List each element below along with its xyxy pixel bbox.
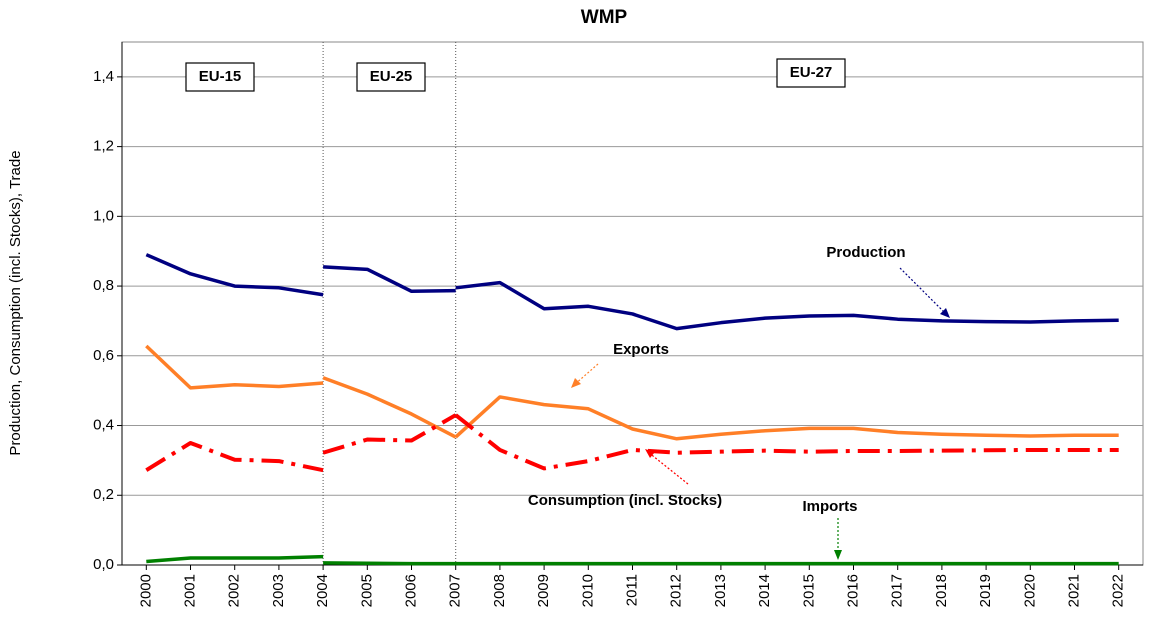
- y-tick-label: 0,0: [93, 556, 114, 573]
- x-tick-label: 2002: [226, 574, 243, 607]
- x-tick-label: 2019: [977, 574, 994, 607]
- y-axis-label: Production, Consumption (incl. Stocks), …: [7, 150, 24, 455]
- x-tick-label: 2007: [447, 574, 464, 607]
- arrow-head: [940, 308, 950, 318]
- x-tick-label: 2021: [1065, 574, 1082, 607]
- region-box: [356, 62, 426, 92]
- arrow-head: [834, 550, 842, 560]
- x-tick-label: 2017: [889, 574, 906, 607]
- region-box: [776, 58, 846, 88]
- x-tick-label: 2000: [137, 574, 154, 607]
- annotation-arrows: [571, 267, 950, 560]
- x-tick-label: 2001: [181, 574, 198, 607]
- arrow: [647, 451, 689, 485]
- x-tick-label: 2010: [579, 574, 596, 607]
- x-tick-label: 2016: [844, 574, 861, 607]
- x-tick-label: 2018: [933, 574, 950, 607]
- x-tick-label: 2014: [756, 574, 773, 607]
- arrow-head: [645, 449, 655, 458]
- series-label: Exports: [613, 341, 669, 358]
- x-tick-label: 2006: [402, 574, 419, 607]
- plot-area: 0,0 0,2 0,4 0,6 0,8 1,0 1,2 1,4 2000 2001 2002 2003…: [93, 41, 1144, 607]
- arrow: [899, 267, 949, 317]
- region-box: [185, 62, 255, 92]
- y-tick-label: 0,6: [93, 347, 114, 364]
- series-label: Imports: [802, 498, 857, 515]
- chart-title: WMP: [581, 7, 628, 28]
- plot-frame: [121, 41, 1144, 566]
- region-label: EU-25: [370, 68, 413, 85]
- arrow: [573, 363, 599, 386]
- x-tick-label: 2004: [314, 574, 331, 607]
- y-tick-label: 0,4: [93, 417, 114, 434]
- y-tick-label: 0,8: [93, 277, 114, 294]
- x-tick-label: 2015: [800, 574, 817, 607]
- x-tick-label: 2008: [491, 574, 508, 607]
- x-tick-label: 2005: [358, 574, 375, 607]
- x-tick-label: 2012: [668, 574, 685, 607]
- region-label: EU-15: [199, 68, 242, 85]
- series-line: [145, 344, 1119, 441]
- y-tick-label: 0,2: [93, 486, 114, 503]
- series-label: Production: [826, 244, 905, 261]
- series-line: [145, 253, 1119, 331]
- x-tick-label: 2020: [1021, 574, 1038, 607]
- series-line: [146, 554, 1119, 566]
- y-tick-label: 1,2: [93, 138, 114, 155]
- arrow-head: [571, 378, 581, 388]
- x-tick-label: 2009: [535, 574, 552, 607]
- y-tick-label: 1,4: [93, 68, 114, 85]
- x-tick-label: 2003: [270, 574, 287, 607]
- x-tick-label: 2022: [1110, 574, 1127, 607]
- y-tick-label: 1,0: [93, 207, 114, 224]
- series-label: Consumption (incl. Stocks): [528, 492, 722, 509]
- x-tick-label: 2013: [712, 574, 729, 607]
- region-label: EU-27: [790, 64, 833, 81]
- series-line: [145, 413, 1119, 473]
- x-tick-label: 2011: [623, 574, 640, 606]
